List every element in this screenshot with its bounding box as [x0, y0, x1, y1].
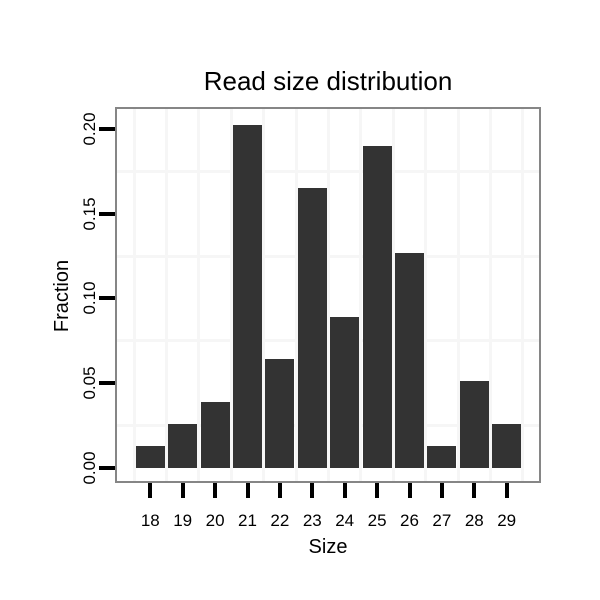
y-tick-label: 0.00	[80, 451, 99, 485]
y-tick	[99, 126, 115, 131]
gridline-vertical	[359, 109, 363, 481]
gridline-vertical	[262, 109, 266, 481]
bar-24	[330, 317, 360, 468]
bar-29	[492, 423, 522, 468]
y-tick-label: 0.10	[80, 281, 99, 315]
x-tick	[148, 483, 153, 498]
gridline-vertical	[391, 109, 395, 481]
x-tick-label: 24	[335, 511, 355, 530]
gridline-vertical	[489, 109, 492, 481]
x-tick-label: 18	[140, 511, 160, 530]
gridline-vertical	[197, 109, 201, 481]
bar-19	[168, 423, 198, 468]
x-tick-label: 26	[400, 511, 419, 530]
gridline-horizontal	[117, 254, 539, 258]
x-tick	[472, 483, 477, 498]
y-tick-label: 0.05	[80, 366, 99, 400]
gridline-vertical	[229, 109, 233, 481]
bar-27	[427, 445, 457, 468]
x-tick-label: 22	[270, 511, 290, 530]
gridline-vertical	[132, 109, 136, 481]
y-axis-title: Fraction	[51, 259, 73, 333]
y-tick-label: 0.20	[80, 112, 99, 146]
gridline-vertical	[294, 109, 298, 481]
bar-25	[362, 145, 392, 468]
x-tick	[213, 483, 218, 498]
gridline-vertical	[424, 109, 428, 481]
x-tick	[504, 483, 509, 498]
y-tick	[99, 296, 115, 301]
x-tick	[277, 483, 282, 498]
bar-20	[200, 401, 230, 468]
x-tick	[245, 483, 250, 498]
bar-28	[459, 381, 489, 468]
y-tick	[99, 381, 115, 386]
y-tick	[99, 465, 115, 470]
x-tick	[180, 483, 185, 498]
x-tick-label: 27	[432, 511, 452, 530]
gridline-vertical	[165, 109, 168, 481]
bar-18	[135, 445, 165, 468]
x-tick	[407, 483, 412, 498]
x-tick	[439, 483, 444, 498]
x-tick-label: 21	[238, 511, 257, 530]
gridline-horizontal	[117, 169, 539, 173]
bar-23	[297, 188, 327, 468]
gridline-vertical	[521, 109, 525, 481]
x-tick-label: 29	[497, 511, 517, 530]
gridline-horizontal	[117, 424, 539, 428]
x-tick-label: 19	[173, 511, 193, 530]
chart-title: Read size distribution	[203, 66, 453, 96]
gridline-vertical	[456, 109, 460, 481]
y-tick	[99, 211, 115, 216]
bar-22	[265, 359, 295, 468]
x-tick-label: 28	[464, 511, 484, 530]
gridline-vertical	[327, 109, 330, 481]
x-axis-title: Size	[308, 536, 348, 558]
plot-panel	[115, 107, 541, 483]
x-tick	[342, 483, 347, 498]
x-tick	[310, 483, 315, 498]
x-tick-label: 20	[205, 511, 225, 530]
x-tick-label: 23	[302, 511, 322, 530]
y-tick-label: 0.15	[80, 197, 99, 231]
bar-26	[395, 252, 424, 468]
bar-21	[233, 125, 262, 468]
gridline-horizontal	[117, 339, 539, 343]
x-tick	[375, 483, 380, 498]
x-tick-label: 25	[367, 511, 387, 530]
